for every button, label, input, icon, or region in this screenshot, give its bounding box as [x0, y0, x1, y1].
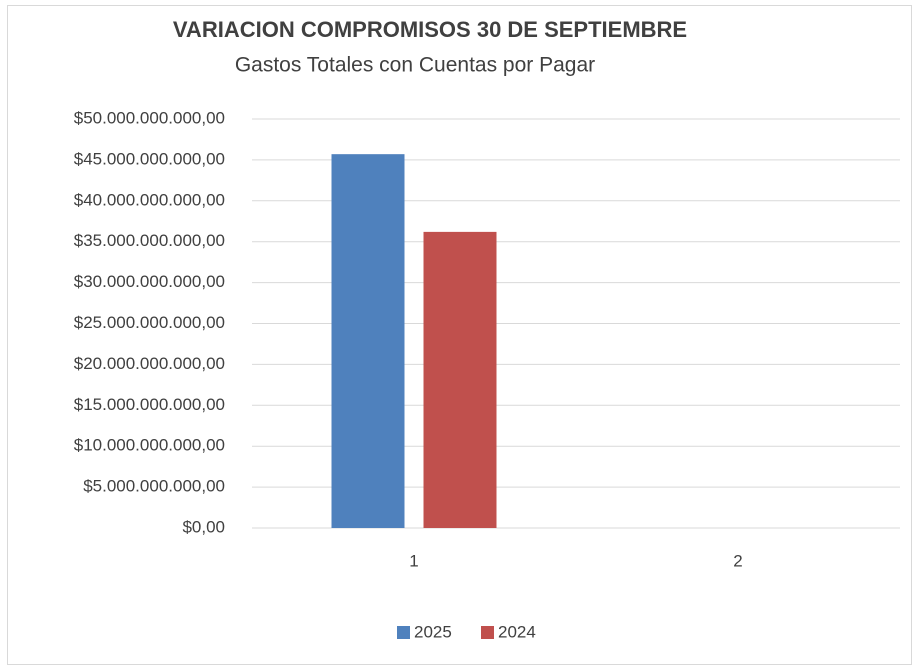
legend-label: 2024 — [498, 622, 536, 641]
y-tick-label: $45.000.000.000,00 — [74, 149, 225, 168]
y-tick-label: $50.000.000.000,00 — [74, 108, 225, 127]
y-tick-label: $30.000.000.000,00 — [74, 272, 225, 291]
y-tick-label: $20.000.000.000,00 — [74, 354, 225, 373]
legend-swatch — [397, 626, 410, 639]
y-tick-label: $0,00 — [182, 517, 225, 536]
y-tick-label: $25.000.000.000,00 — [74, 313, 225, 332]
x-tick-label: 2 — [733, 551, 742, 570]
x-tick-label: 1 — [409, 551, 418, 570]
chart-subtitle: Gastos Totales con Cuentas por Pagar — [235, 54, 595, 77]
bar — [331, 154, 405, 528]
y-tick-label: $10.000.000.000,00 — [74, 436, 225, 455]
bar — [423, 231, 497, 528]
y-tick-label: $5.000.000.000,00 — [83, 477, 225, 496]
legend-label: 2025 — [414, 622, 452, 641]
chart-title: VARIACION COMPROMISOS 30 DE SEPTIEMBRE — [173, 17, 687, 42]
y-tick-label: $15.000.000.000,00 — [74, 395, 225, 414]
y-tick-label: $35.000.000.000,00 — [74, 231, 225, 250]
y-tick-label: $40.000.000.000,00 — [74, 190, 225, 209]
legend-swatch — [481, 626, 494, 639]
